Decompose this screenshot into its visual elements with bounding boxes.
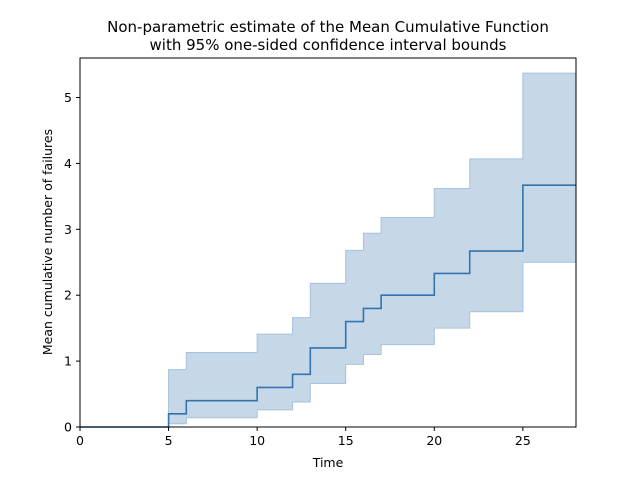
confidence-band [80, 72, 577, 428]
x-tick-label: 25 [515, 433, 531, 448]
chart-title-line-1: Non-parametric estimate of the Mean Cumu… [107, 18, 549, 36]
y-tick-label: 1 [64, 354, 72, 369]
x-tick-label: 5 [165, 433, 173, 448]
y-tick-label: 3 [64, 222, 72, 237]
x-axis-label: Time [312, 455, 344, 470]
y-tick-label: 0 [64, 420, 72, 435]
plot-area [80, 72, 577, 428]
x-tick-label: 20 [426, 433, 442, 448]
x-tick-label: 15 [338, 433, 354, 448]
axis-ticks: 0 5 10 15 20 25 0 1 2 3 4 5 [64, 90, 531, 448]
chart-title-line-2: with 95% one-sided confidence interval b… [150, 36, 507, 54]
plot-frame [79, 57, 577, 428]
y-tick-label: 2 [64, 288, 72, 303]
x-tick-label: 10 [249, 433, 265, 448]
mcf-line [80, 184, 576, 428]
y-axis-label: Mean cumulative number of failures [40, 129, 55, 355]
y-tick-label: 4 [64, 156, 72, 171]
x-tick-label: 0 [76, 433, 84, 448]
y-tick-label: 5 [64, 90, 72, 105]
